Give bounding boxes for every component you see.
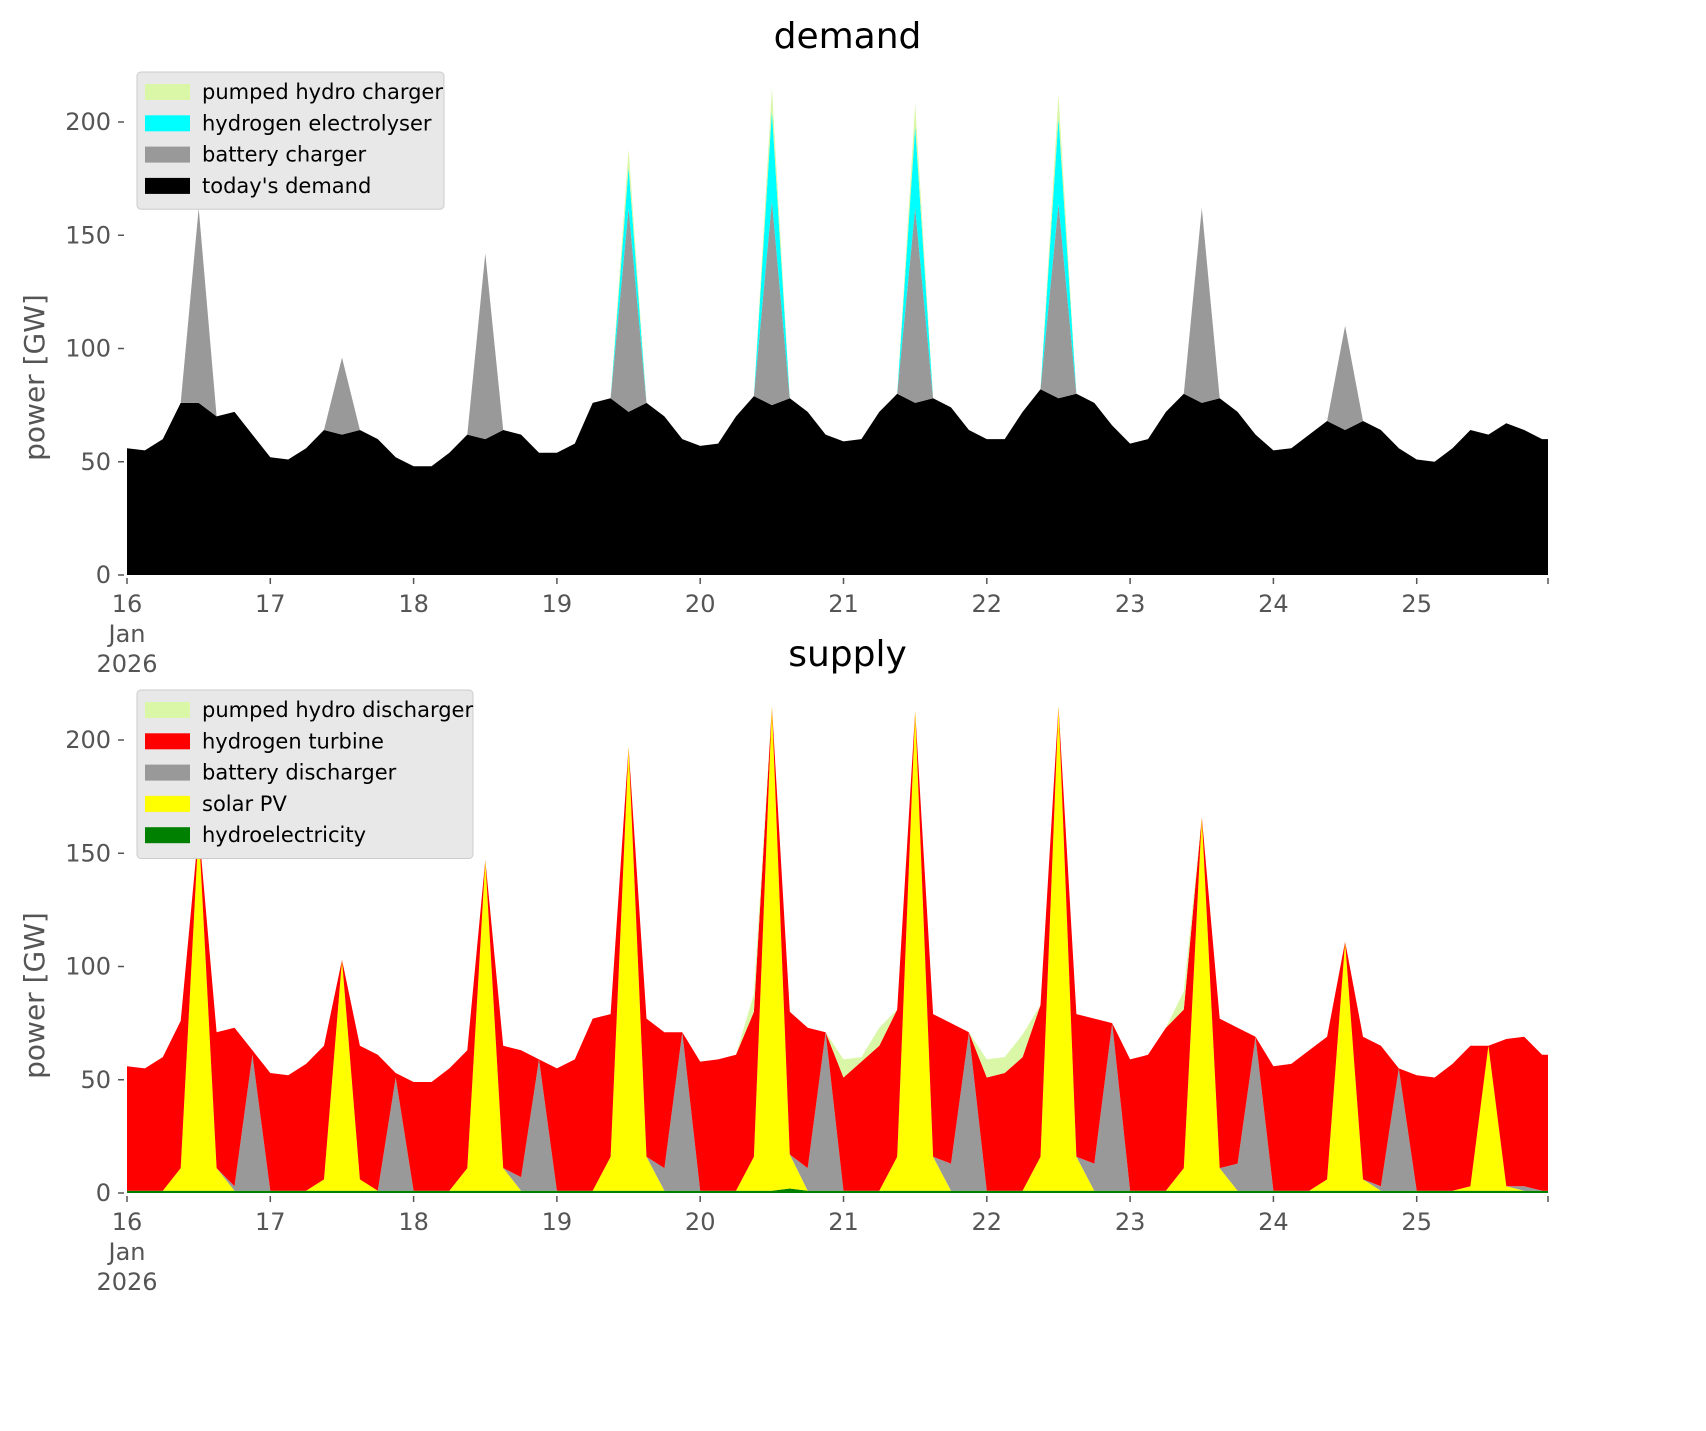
x-tick-label: 23: [1115, 590, 1146, 618]
legend-swatch: [145, 795, 190, 812]
x-tick-label: 22: [972, 1208, 1003, 1236]
legend-box: [136, 71, 445, 210]
x-tick-label: 22: [972, 590, 1003, 618]
x-tick-label: 23: [1115, 1208, 1146, 1236]
y-tick-label: 150: [65, 839, 111, 867]
plot-area: [127, 88, 1548, 575]
x-tick-label: 18: [398, 1208, 429, 1236]
x-tick-label: 25: [1401, 1208, 1432, 1236]
legend-swatch: [145, 827, 190, 844]
area-solar-pv: [127, 706, 1548, 1191]
y-tick-label: 0: [96, 561, 111, 589]
legend-swatch: [145, 702, 190, 718]
y-tick-label: 100: [65, 335, 111, 363]
legend-label: today's demand: [202, 174, 371, 198]
legend-item-hydrogen-turbine: hydrogen turbine: [145, 729, 384, 753]
x-tick-label: 18: [398, 590, 429, 618]
legend-swatch: [145, 115, 190, 132]
x-tick-label: 16: [112, 1208, 143, 1236]
legend-item-solar-pv: solar PV: [145, 792, 287, 816]
legend-label: hydrogen electrolyser: [202, 111, 432, 135]
legend-item-battery-discharger: battery discharger: [145, 761, 397, 785]
x-tick-label: Jan: [107, 1238, 146, 1266]
x-tick-label: 20: [685, 1208, 716, 1236]
x-tick-label: 24: [1258, 590, 1289, 618]
x-tick-label: 17: [255, 1208, 286, 1236]
legend-swatch: [145, 177, 190, 194]
y-tick-label: 50: [80, 1066, 111, 1094]
y-tick-label: 50: [80, 448, 111, 476]
x-tick-label: 2026: [96, 650, 157, 678]
legend-item-today-s-demand: today's demand: [145, 174, 371, 198]
chart-title: demand: [774, 16, 922, 57]
legend-label: pumped hydro discharger: [202, 698, 473, 722]
legend-label: battery discharger: [202, 761, 397, 785]
plot-area: [127, 706, 1548, 1193]
y-axis-label: power [GW]: [18, 294, 51, 461]
x-tick-label: 16: [112, 590, 143, 618]
y-tick-label: 150: [65, 221, 111, 249]
legend: pumped hydro charger hydrogen electrolyse…: [136, 71, 445, 210]
chart-title: supply: [788, 634, 907, 675]
legend-label: hydrogen turbine: [202, 729, 384, 753]
legend-item-hydroelectricity: hydroelectricity: [145, 823, 366, 847]
area-hydrogen-turbine: [127, 706, 1548, 1191]
y-tick-label: 0: [96, 1179, 111, 1207]
x-tick-label: 19: [542, 590, 573, 618]
area-today-s-demand: [127, 389, 1548, 575]
legend-label: battery charger: [202, 143, 367, 167]
y-tick-label: 200: [65, 108, 111, 136]
legend-box: [136, 689, 474, 859]
area-battery-charger: [127, 201, 1548, 467]
x-tick-label: 24: [1258, 1208, 1289, 1236]
legend: pumped hydro discharger hydrogen turbine b…: [136, 689, 474, 859]
legend-item-hydrogen-electrolyser: hydrogen electrolyser: [145, 111, 432, 135]
area-battery-discharger: [127, 706, 1548, 1191]
legend-item-pumped-hydro-charger: pumped hydro charger: [145, 80, 443, 104]
y-tick-label: 200: [65, 726, 111, 754]
legend-label: hydroelectricity: [202, 823, 366, 847]
legend-swatch: [145, 146, 190, 163]
legend-swatch: [145, 733, 190, 750]
x-tick-label: 17: [255, 590, 286, 618]
x-tick-label: 2026: [96, 1268, 157, 1296]
x-tick-label: Jan: [107, 620, 146, 648]
x-tick-label: 21: [828, 590, 859, 618]
legend-label: solar PV: [202, 792, 287, 816]
legend-label: pumped hydro charger: [202, 80, 443, 104]
x-tick-label: 25: [1401, 590, 1432, 618]
x-tick-label: 19: [542, 1208, 573, 1236]
legend-item-pumped-hydro-discharger: pumped hydro discharger: [145, 698, 473, 722]
legend-item-battery-charger: battery charger: [145, 143, 367, 167]
legend-swatch: [145, 84, 190, 100]
x-tick-label: 20: [685, 590, 716, 618]
legend-swatch: [145, 764, 190, 781]
area-hydroelectricity: [127, 1188, 1548, 1193]
x-tick-label: 21: [828, 1208, 859, 1236]
y-tick-label: 100: [65, 953, 111, 981]
y-axis-label: power [GW]: [18, 912, 51, 1079]
